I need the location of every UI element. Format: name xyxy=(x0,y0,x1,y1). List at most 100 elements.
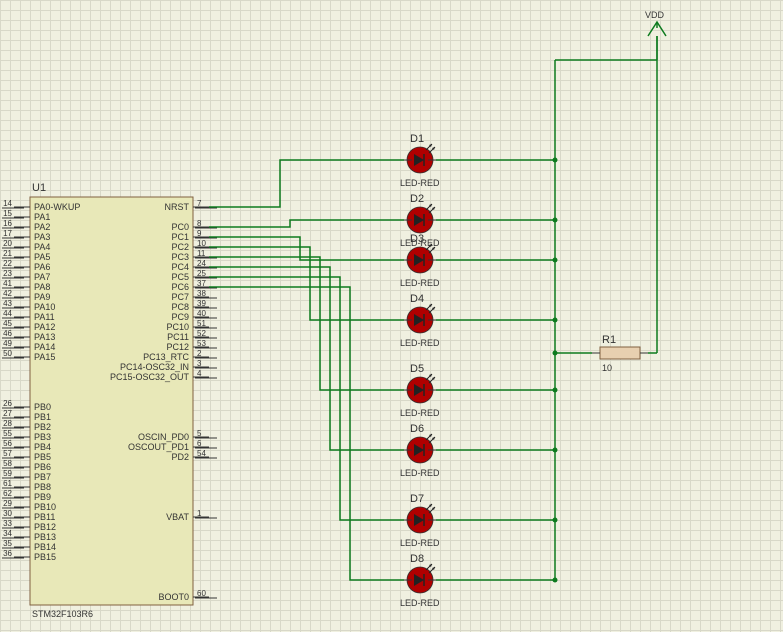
wire-anode xyxy=(209,267,404,450)
pin-name: PB8 xyxy=(34,482,51,492)
pin-num: 27 xyxy=(3,409,12,418)
pin-name: PA14 xyxy=(34,342,55,352)
pin-num: 15 xyxy=(3,209,12,218)
led-sub: LED-RED xyxy=(400,598,440,608)
pin-num: 10 xyxy=(197,239,206,248)
pin-name: NRST xyxy=(165,202,190,212)
pin-num: 3 xyxy=(197,359,202,368)
resistor-value: 10 xyxy=(602,363,612,373)
pin-name: PC8 xyxy=(171,302,189,312)
pin-name: PB14 xyxy=(34,542,56,552)
pin-num: 61 xyxy=(3,479,12,488)
led-ref: D6 xyxy=(410,423,424,435)
pin-num: 56 xyxy=(3,439,12,448)
pin-name: PC12 xyxy=(166,342,189,352)
pin-num: 58 xyxy=(3,459,12,468)
led-ref: D1 xyxy=(410,133,424,145)
pin-name: PA7 xyxy=(34,272,50,282)
pin-name: PC3 xyxy=(171,252,189,262)
pin-num: 9 xyxy=(197,229,202,238)
pin-num: 4 xyxy=(197,369,202,378)
pin-name: PA1 xyxy=(34,212,50,222)
led-sub: LED-RED xyxy=(400,408,440,418)
led-sub: LED-RED xyxy=(400,538,440,548)
wire-anode xyxy=(209,220,404,227)
pin-num: 46 xyxy=(3,329,12,338)
pin-name: PC13_RTC xyxy=(143,352,189,362)
pin-num: 50 xyxy=(3,349,12,358)
pin-num: 35 xyxy=(3,539,12,548)
pin-num: 52 xyxy=(197,329,206,338)
pin-name: PC4 xyxy=(171,262,189,272)
pin-name: PA13 xyxy=(34,332,55,342)
pin-name: PC7 xyxy=(171,292,189,302)
pin-name: PB0 xyxy=(34,402,51,412)
pin-num: 20 xyxy=(3,239,12,248)
pin-name: PA11 xyxy=(34,312,55,322)
pin-name: PC14-OSC32_IN xyxy=(120,362,189,372)
led-ref: D8 xyxy=(410,553,424,565)
pin-num: 51 xyxy=(197,319,206,328)
pin-num: 17 xyxy=(3,229,12,238)
led-ref: D5 xyxy=(410,363,424,375)
schematic-canvas: U1STM32F103R614PA0-WKUP15PA116PA217PA320… xyxy=(0,0,783,632)
resistor-body xyxy=(600,347,640,359)
pin-name: PC9 xyxy=(171,312,189,322)
led-sub: LED-RED xyxy=(400,338,440,348)
pin-name: PB10 xyxy=(34,502,56,512)
pin-name: PA10 xyxy=(34,302,55,312)
chip-ref: U1 xyxy=(32,182,46,194)
pin-num: 59 xyxy=(3,469,12,478)
pin-name: PB3 xyxy=(34,432,51,442)
pin-num: 38 xyxy=(197,289,206,298)
pin-num: 22 xyxy=(3,259,12,268)
pin-name: PA8 xyxy=(34,282,50,292)
pin-name: PB1 xyxy=(34,412,51,422)
pin-name: PB11 xyxy=(34,512,55,522)
pin-name: PD2 xyxy=(171,452,189,462)
pin-num: 55 xyxy=(3,429,12,438)
pin-num: 57 xyxy=(3,449,12,458)
pin-name: PC5 xyxy=(171,272,189,282)
pin-num: 2 xyxy=(197,349,202,358)
led-sub: LED-RED xyxy=(400,278,440,288)
pin-num: 62 xyxy=(3,489,12,498)
chip-part: STM32F103R6 xyxy=(32,609,93,619)
pin-num: 25 xyxy=(197,269,206,278)
led-sub: LED-RED xyxy=(400,468,440,478)
pin-name: PA3 xyxy=(34,232,50,242)
pin-num: 34 xyxy=(3,529,12,538)
pin-name: PC10 xyxy=(166,322,189,332)
pin-num: 45 xyxy=(3,319,12,328)
pin-name: PB9 xyxy=(34,492,51,502)
pin-num: 21 xyxy=(3,249,12,258)
wire-anode xyxy=(209,287,404,580)
pin-name: PB2 xyxy=(34,422,51,432)
pin-num: 37 xyxy=(197,279,206,288)
pin-num: 39 xyxy=(197,299,206,308)
pin-name: PC11 xyxy=(167,332,189,342)
pin-num: 43 xyxy=(3,299,12,308)
pin-name: PA6 xyxy=(34,262,50,272)
led-ref: D3 xyxy=(410,233,424,245)
pin-num: 44 xyxy=(3,309,12,318)
pin-name: PB13 xyxy=(34,532,56,542)
pin-num: 40 xyxy=(197,309,206,318)
pin-name: PA12 xyxy=(34,322,55,332)
pin-num: 24 xyxy=(197,259,206,268)
led-ref: D4 xyxy=(410,293,424,305)
resistor-ref: R1 xyxy=(602,334,616,346)
wire-anode xyxy=(209,247,404,320)
pin-num: 53 xyxy=(197,339,206,348)
pin-name: PA0-WKUP xyxy=(34,202,80,212)
wire-anode xyxy=(209,160,404,207)
pin-name: OSCOUT_PD1 xyxy=(128,442,189,452)
led-sub: LED-RED xyxy=(400,178,440,188)
pin-num: 7 xyxy=(197,199,202,208)
pin-num: 28 xyxy=(3,419,12,428)
pin-num: 30 xyxy=(3,509,12,518)
pin-name: PC0 xyxy=(171,222,189,232)
pin-name: PC1 xyxy=(171,232,189,242)
led-ref: D7 xyxy=(410,493,424,505)
pin-name: PB15 xyxy=(34,552,56,562)
